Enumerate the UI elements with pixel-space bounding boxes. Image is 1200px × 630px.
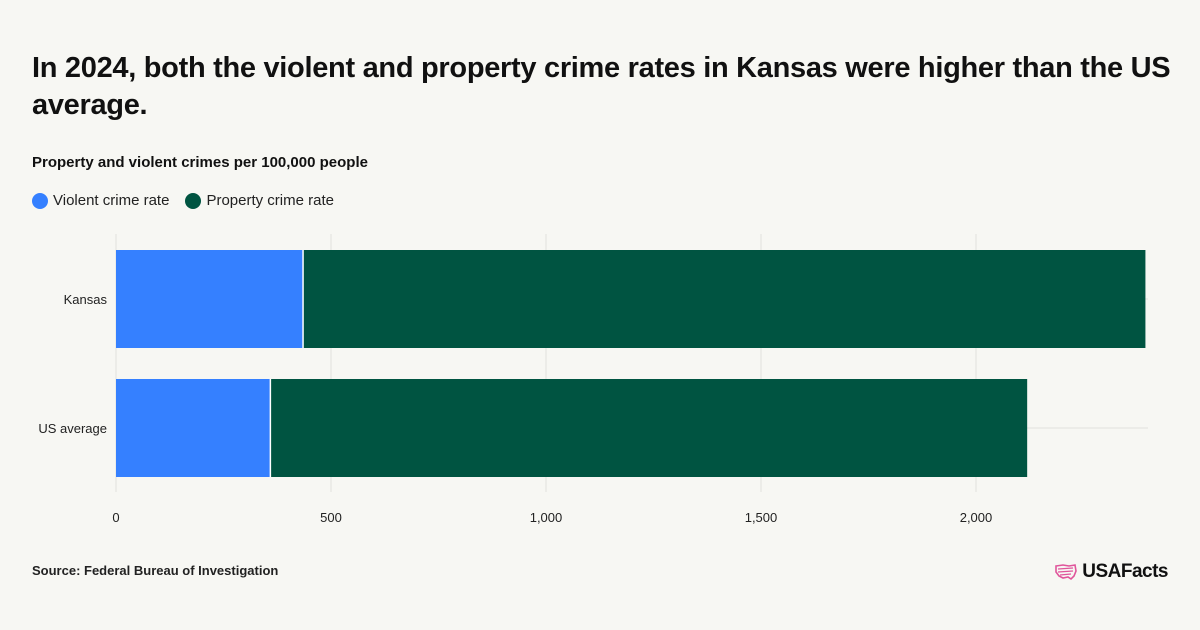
bar-violent-kansas: [116, 250, 304, 348]
x-tick-label: 500: [320, 510, 342, 525]
usafacts-logo: USAFacts: [1054, 561, 1168, 583]
bar-violent-us-average: [116, 379, 271, 477]
legend-label-violent: Violent crime rate: [53, 192, 170, 209]
chart-subtitle: Property and violent crimes per 100,000 …: [32, 154, 368, 171]
category-label: Kansas: [64, 292, 108, 307]
chart-title: In 2024, both the violent and property c…: [32, 52, 1171, 121]
category-label: US average: [38, 421, 107, 436]
us-map-flag-icon: [1055, 564, 1078, 581]
bar-property-kansas: [303, 250, 1146, 348]
legend-label-property: Property crime rate: [206, 192, 334, 209]
logo-text: USAFacts: [1082, 561, 1168, 582]
legend-item-violent: Violent crime rate: [32, 192, 169, 209]
x-tick-label: 2,000: [960, 510, 993, 525]
x-tick-label: 0: [112, 510, 119, 525]
x-tick-label: 1,000: [530, 510, 563, 525]
source-note: Source: Federal Bureau of Investigation: [32, 563, 279, 578]
x-tick-label: 1,500: [745, 510, 778, 525]
legend-item-property: Property crime rate: [185, 192, 334, 209]
legend-swatch-violent: [32, 192, 48, 209]
bar-property-us-average: [270, 379, 1028, 477]
legend-swatch-property: [185, 192, 202, 209]
legend: Violent crime rate Property crime rate: [32, 192, 350, 209]
